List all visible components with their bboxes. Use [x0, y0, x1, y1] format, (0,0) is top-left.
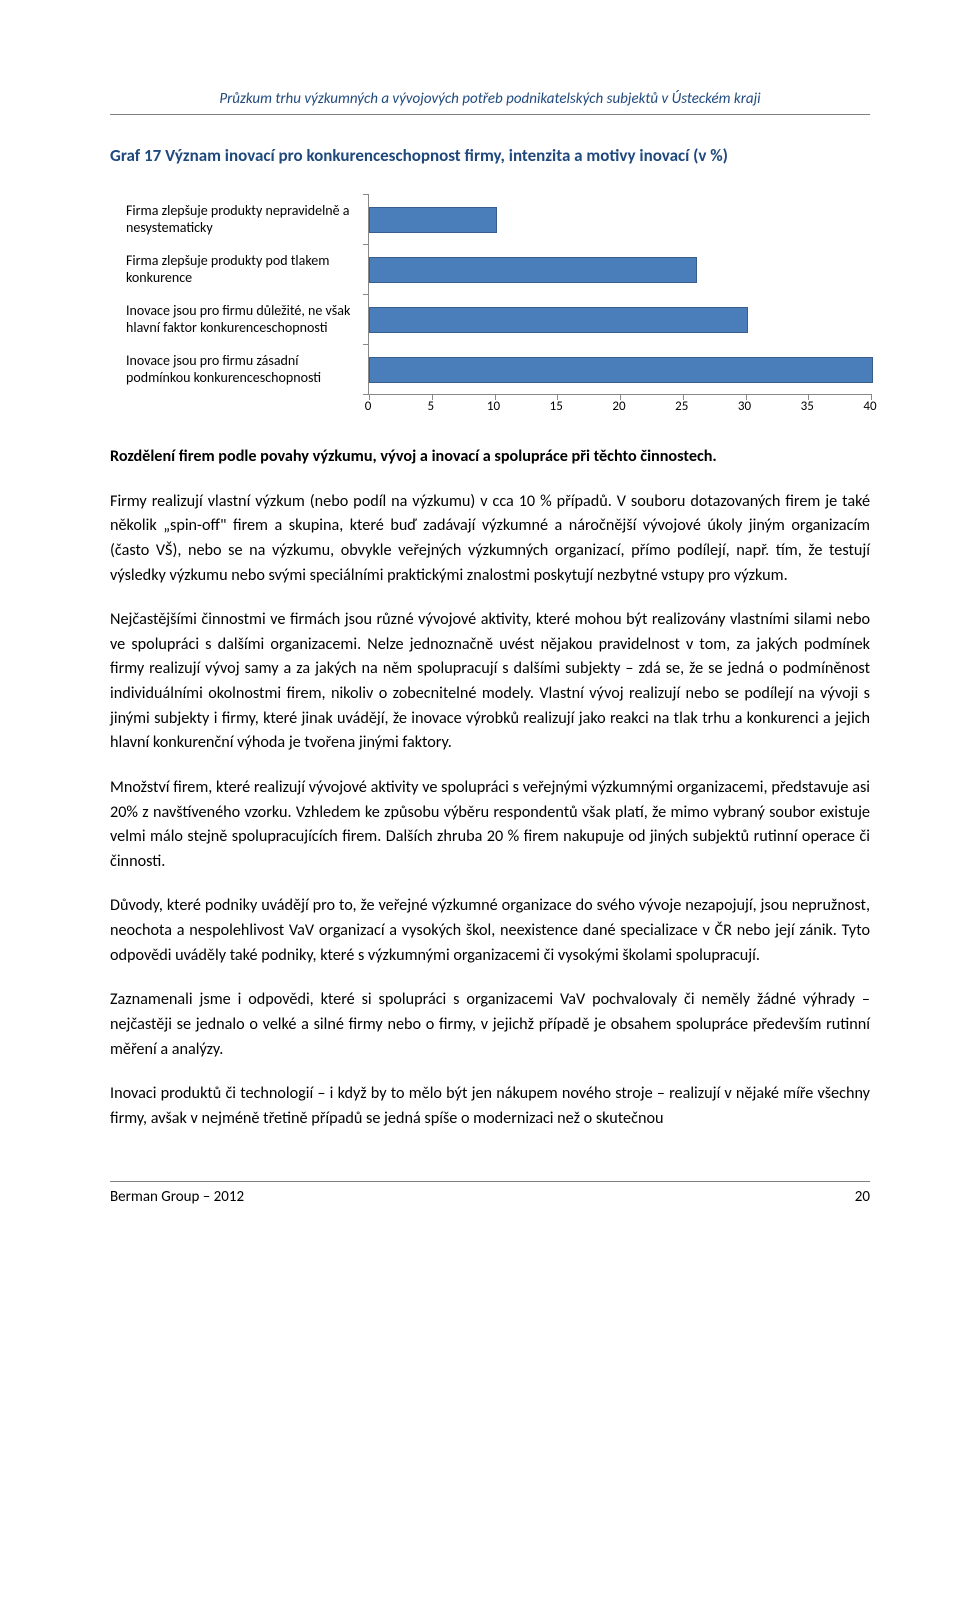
chart-bar	[369, 307, 748, 333]
paragraph: Zaznamenali jsme i odpovědi, které si sp…	[110, 988, 870, 1062]
chart-category-label: Firma zlepšuje produkty pod tlakem konku…	[110, 244, 360, 294]
chart-x-tick: 35	[801, 399, 814, 414]
footer-left: Berman Group – 2012	[110, 1188, 244, 1206]
chart-x-tick: 0	[365, 399, 372, 414]
bar-chart: Firma zlepšuje produkty nepravidelně a n…	[110, 194, 870, 415]
chart-x-tick: 10	[487, 399, 500, 414]
chart-title: Graf 17 Význam inovací pro konkurencesch…	[110, 145, 870, 166]
paragraph: Důvody, které podniky uvádějí pro to, že…	[110, 894, 870, 968]
chart-category-label: Inovace jsou pro firmu důležité, ne však…	[110, 294, 360, 344]
chart-bar	[369, 257, 697, 283]
chart-category-label: Inovace jsou pro firmu zásadní podmínkou…	[110, 344, 360, 394]
paragraph: Množství firem, které realizují vývojové…	[110, 776, 870, 875]
paragraph: Firmy realizují vlastní výzkum (nebo pod…	[110, 490, 870, 589]
chart-x-tick: 15	[550, 399, 563, 414]
chart-x-tick: 5	[427, 399, 434, 414]
body-text: Rozdělení firem podle povahy výzkumu, vý…	[110, 445, 870, 1131]
chart-category-label: Firma zlepšuje produkty nepravidelně a n…	[110, 194, 360, 244]
chart-x-tick: 25	[675, 399, 688, 414]
chart-x-tick: 40	[863, 399, 876, 414]
chart-x-tick: 30	[738, 399, 751, 414]
chart-bar	[369, 207, 497, 233]
page-footer: Berman Group – 2012 20	[110, 1181, 870, 1206]
footer-page-number: 20	[855, 1188, 870, 1206]
section-subheading: Rozdělení firem podle povahy výzkumu, vý…	[110, 445, 870, 470]
paragraph: Inovaci produktů či technologií – i když…	[110, 1082, 870, 1131]
paragraph: Nejčastějšími činnostmi ve firmách jsou …	[110, 608, 870, 756]
chart-x-tick: 20	[612, 399, 625, 414]
chart-bar	[369, 357, 873, 383]
running-header: Průzkum trhu výzkumných a vývojových pot…	[110, 90, 870, 115]
